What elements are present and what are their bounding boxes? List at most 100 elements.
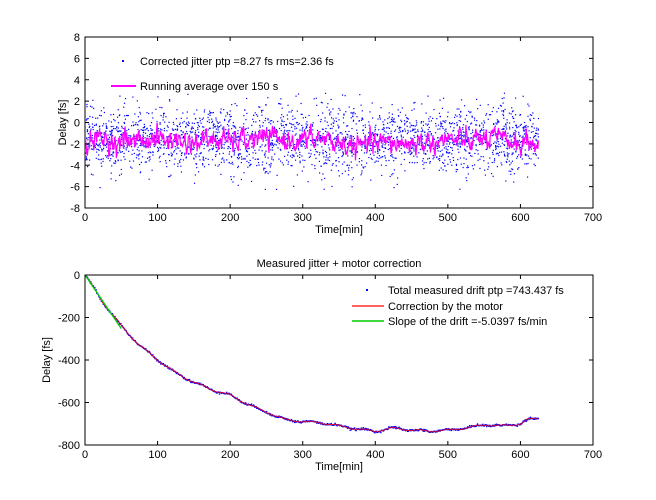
jitter-point: [513, 117, 515, 120]
jitter-point: [393, 118, 395, 120]
jitter-point: [330, 169, 333, 171]
jitter-point: [86, 165, 89, 168]
jitter-point: [332, 132, 334, 134]
jitter-point: [171, 155, 173, 157]
jitter-point: [488, 166, 490, 168]
jitter-point: [525, 163, 528, 165]
jitter-point: [501, 139, 503, 141]
jitter-point: [224, 119, 226, 122]
jitter-point: [208, 135, 210, 138]
jitter-point: [306, 126, 308, 129]
jitter-point: [432, 154, 434, 157]
jitter-point: [464, 149, 466, 151]
jitter-point: [488, 114, 491, 116]
jitter-point: [344, 139, 347, 141]
jitter-point: [180, 130, 182, 132]
jitter-point: [462, 166, 464, 169]
jitter-point: [369, 153, 372, 155]
jitter-point: [191, 122, 193, 124]
jitter-point: [223, 135, 225, 137]
jitter-point: [337, 113, 339, 115]
jitter-point: [224, 142, 226, 144]
jitter-point: [495, 148, 497, 151]
jitter-point: [174, 158, 176, 160]
jitter-point: [412, 128, 414, 130]
jitter-point: [503, 154, 506, 157]
jitter-point: [499, 104, 502, 107]
jitter-point: [95, 157, 97, 159]
jitter-point: [106, 127, 108, 129]
jitter-point: [465, 177, 467, 179]
jitter-point: [452, 130, 454, 132]
jitter-point: [261, 114, 263, 116]
jitter-point: [156, 141, 159, 143]
jitter-point: [301, 170, 303, 172]
jitter-point: [469, 112, 471, 114]
jitter-point: [513, 121, 515, 123]
jitter-point: [138, 106, 140, 109]
jitter-point: [524, 125, 526, 128]
jitter-point: [327, 103, 329, 105]
jitter-point: [392, 120, 394, 122]
jitter-point: [297, 147, 299, 149]
jitter-point: [148, 136, 150, 138]
jitter-point: [88, 159, 91, 161]
jitter-point: [237, 155, 240, 157]
y-tick-label: -600: [58, 398, 80, 410]
jitter-point: [413, 108, 415, 110]
jitter-point: [523, 121, 526, 124]
jitter-point: [102, 125, 104, 127]
drift-point: [131, 337, 134, 339]
jitter-point: [304, 159, 306, 162]
jitter-point: [475, 98, 478, 101]
jitter-point: [203, 111, 205, 113]
jitter-point: [233, 176, 235, 178]
drift-point: [286, 419, 289, 421]
jitter-point: [353, 137, 355, 140]
jitter-point: [287, 163, 289, 165]
drift-point: [438, 429, 441, 431]
jitter-point: [342, 151, 344, 153]
jitter-point: [504, 155, 506, 157]
jitter-point: [437, 124, 440, 126]
jitter-point: [404, 152, 406, 154]
jitter-point: [89, 125, 91, 127]
jitter-point: [537, 128, 539, 130]
jitter-point: [230, 176, 232, 178]
jitter-point: [123, 128, 125, 130]
jitter-point: [460, 134, 462, 136]
jitter-point: [281, 125, 283, 127]
jitter-point: [525, 154, 527, 156]
jitter-point: [481, 134, 483, 137]
drift-point: [167, 367, 169, 369]
jitter-point: [414, 125, 416, 127]
jitter-point: [492, 107, 494, 109]
jitter-point: [361, 146, 363, 148]
jitter-point: [341, 155, 343, 158]
jitter-point: [350, 152, 353, 154]
drift-point: [422, 430, 425, 432]
jitter-point: [449, 151, 451, 154]
jitter-point: [331, 127, 333, 130]
jitter-point: [512, 110, 514, 112]
jitter-point: [256, 115, 259, 117]
jitter-point: [361, 172, 363, 174]
jitter-point: [271, 142, 273, 144]
jitter-point: [111, 129, 114, 131]
jitter-point: [304, 147, 306, 149]
jitter-point: [268, 164, 270, 166]
jitter-point: [239, 153, 242, 155]
jitter-point: [264, 156, 266, 158]
jitter-point: [236, 105, 238, 107]
jitter-point: [280, 149, 282, 151]
jitter-point: [196, 122, 198, 124]
jitter-point: [506, 122, 508, 124]
jitter-point: [127, 114, 129, 117]
jitter-point: [122, 132, 124, 134]
drift-point: [134, 340, 136, 342]
jitter-point: [119, 136, 121, 138]
drift-point: [319, 421, 321, 424]
jitter-point: [297, 93, 300, 95]
jitter-point: [330, 117, 333, 119]
jitter-point: [496, 145, 498, 147]
